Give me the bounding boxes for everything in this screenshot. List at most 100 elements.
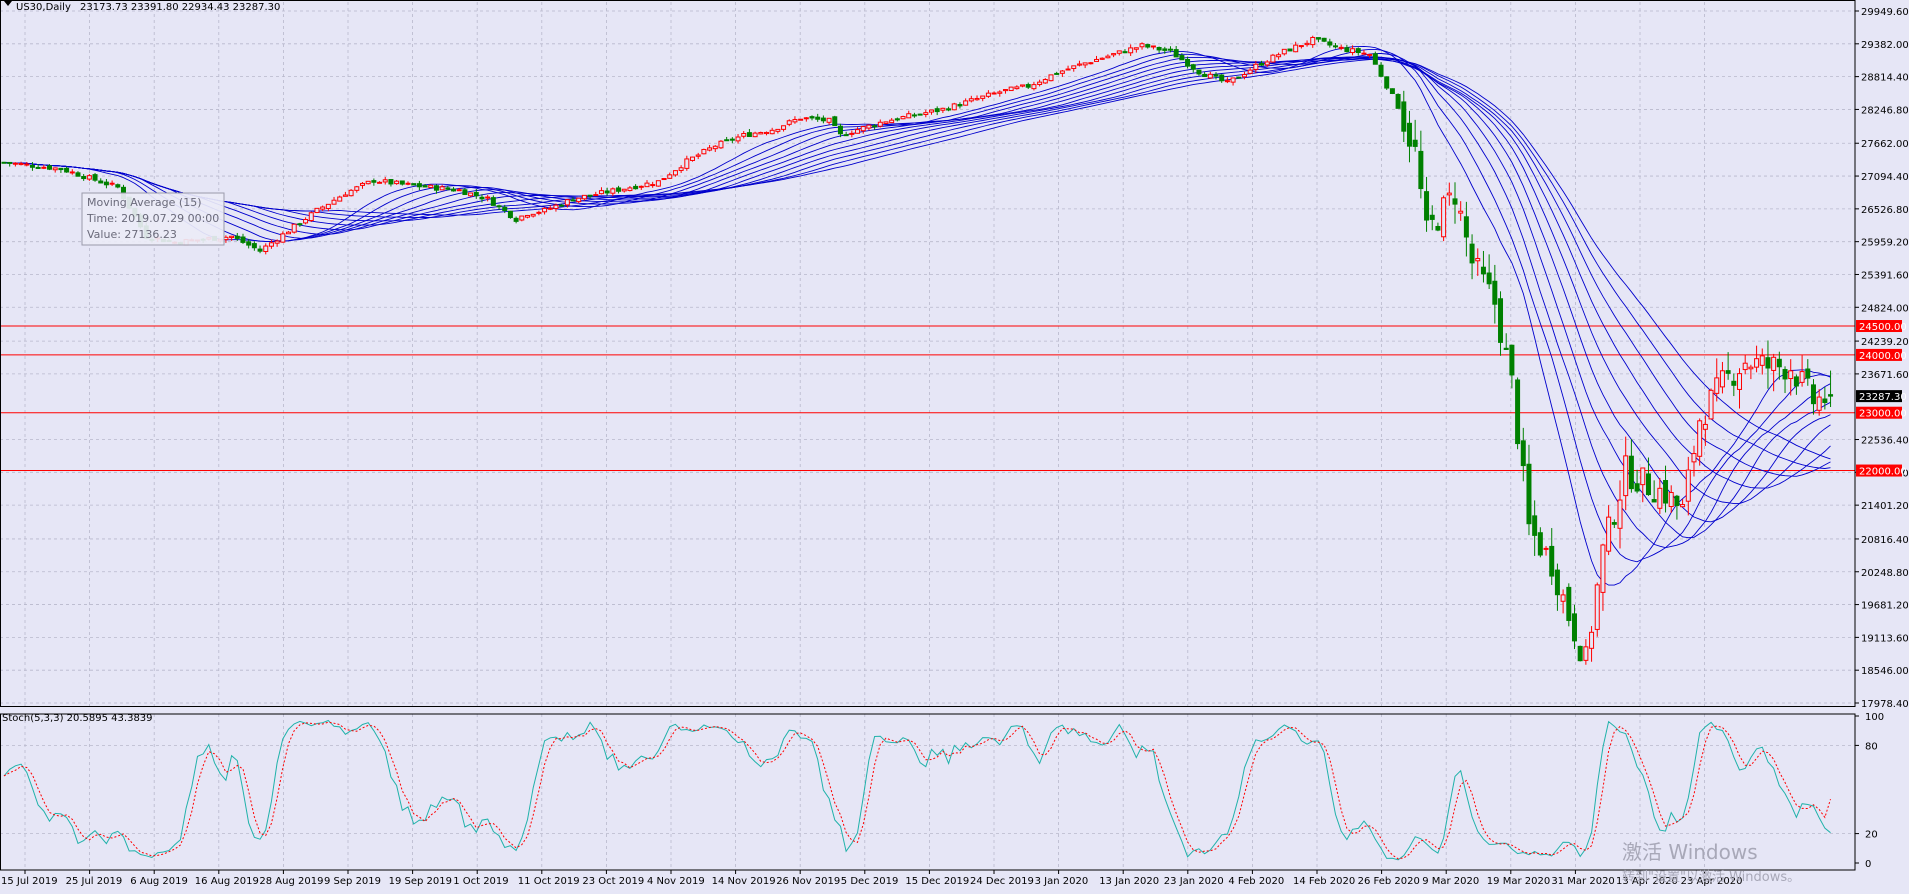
candle-bear [1, 161, 7, 164]
candle-bull [1298, 45, 1304, 48]
price-tick-label: 19681.20 [1861, 601, 1909, 612]
candle-bear [1287, 48, 1293, 52]
candle-bear [1452, 198, 1458, 205]
candle-bear [462, 189, 468, 196]
candle-bear [1424, 191, 1430, 221]
candle-bull [581, 194, 587, 200]
candle-bull [1816, 396, 1822, 411]
candle-bull [69, 171, 75, 174]
candle-bull [553, 204, 559, 209]
header-ohlc: 23173.73 23391.80 22934.43 23287.30 [80, 2, 280, 13]
candle-bull [530, 213, 536, 217]
candle-bull [650, 184, 656, 187]
time-tick-label: 23 Oct 2019 [582, 876, 644, 887]
candle-bear [1378, 64, 1384, 77]
candle-bull [1253, 63, 1259, 70]
candle-bear [58, 167, 64, 171]
candle-bear [1315, 37, 1321, 40]
price-tick-label: 17978.40 [1861, 699, 1909, 710]
price-tick-label: 27094.40 [1861, 172, 1909, 183]
tooltip: Moving Average (15) Time: 2019.07.29 00:… [81, 192, 225, 246]
candle-bear [1663, 480, 1669, 504]
candle-bull [1441, 197, 1447, 238]
candle-bull [1037, 81, 1043, 85]
candle-bear [240, 236, 246, 243]
candle-bull [524, 214, 530, 218]
candle-bear [1498, 298, 1504, 343]
candle-bull [325, 203, 331, 209]
level-tag-label: 24500.00 [1859, 322, 1907, 333]
candle-bull [1270, 54, 1276, 63]
candle-bear [1167, 48, 1173, 51]
candle-bear [1321, 37, 1327, 42]
candle-bull [707, 147, 713, 151]
candle-bear [894, 118, 900, 121]
candle-bear [1412, 139, 1418, 147]
candle-bull [951, 103, 957, 111]
candle-bull [672, 170, 678, 176]
time-tick-label: 19 Mar 2020 [1487, 876, 1550, 887]
candle-bear [1463, 216, 1469, 238]
price-tick-label: 20248.80 [1861, 568, 1909, 579]
candle-bear [103, 181, 109, 186]
time-tick-label: 4 Feb 2020 [1228, 876, 1284, 887]
candle-bear [809, 116, 815, 119]
candle-bull [1281, 48, 1287, 55]
candle-bear [872, 125, 878, 128]
candle-bull [661, 178, 667, 181]
candle-bull [1031, 84, 1037, 90]
candle-bull [365, 180, 371, 185]
candle-bull [1594, 584, 1600, 630]
candle-bear [832, 116, 838, 127]
ma-line-60 [3, 58, 1831, 460]
candle-bull [308, 212, 314, 222]
candle-bull [1207, 73, 1213, 79]
candle-bear [1395, 93, 1401, 109]
candle-bull [354, 186, 360, 191]
candle-bear [1344, 47, 1350, 53]
candle-bull [792, 119, 798, 123]
candle-bull [741, 133, 747, 137]
dropdown-icon[interactable] [4, 1, 12, 6]
candle-bear [234, 235, 240, 239]
time-axis: 15 Jul 2019 25 Jul 2019 6 Aug 2019 16 Aug 2… [1, 870, 1742, 887]
time-tick-label: 11 Oct 2019 [518, 876, 580, 887]
chart-grid [0, 2, 1855, 870]
time-tick-label: 19 Sep 2019 [389, 876, 452, 887]
candle-bear [7, 161, 13, 164]
price-tick-label: 23671.60 [1861, 370, 1909, 381]
candle-bull [1754, 358, 1760, 368]
candle-bull [1799, 371, 1805, 383]
candle-bear [451, 188, 457, 192]
level-tag-label: 22000.00 [1859, 467, 1907, 478]
candle-bear [1145, 44, 1151, 48]
candle-bull [109, 182, 115, 185]
candle-bull [331, 199, 337, 205]
candle-bull [678, 167, 684, 171]
candle-bear [729, 138, 735, 141]
price-tick-label: 29382.00 [1861, 40, 1909, 51]
candle-bear [1236, 76, 1242, 79]
candle-bear [473, 191, 479, 197]
candle-bear [837, 125, 843, 135]
candle-bull [291, 223, 297, 233]
candle-bull [1304, 42, 1310, 46]
watermark-subtitle: 转到"设置"以激活 Windows。 [1622, 870, 1800, 885]
candle-bear [1651, 499, 1657, 503]
candle-bear [1333, 45, 1339, 48]
candle-bear [587, 194, 593, 197]
candle-bull [337, 196, 343, 202]
level-tag [1856, 464, 1902, 477]
candle-bear [1509, 344, 1515, 376]
candle-bear [1162, 48, 1168, 51]
ma-line-40 [3, 56, 1831, 505]
candle-bull [621, 188, 627, 192]
candle-bear [1173, 49, 1179, 58]
candle-bull [883, 121, 889, 124]
candle-bull [695, 154, 701, 157]
candle-bull [24, 163, 30, 166]
candle-bull [1076, 63, 1082, 66]
candle-bear [616, 187, 622, 192]
level-tag-label: 23000.00 [1859, 409, 1907, 420]
